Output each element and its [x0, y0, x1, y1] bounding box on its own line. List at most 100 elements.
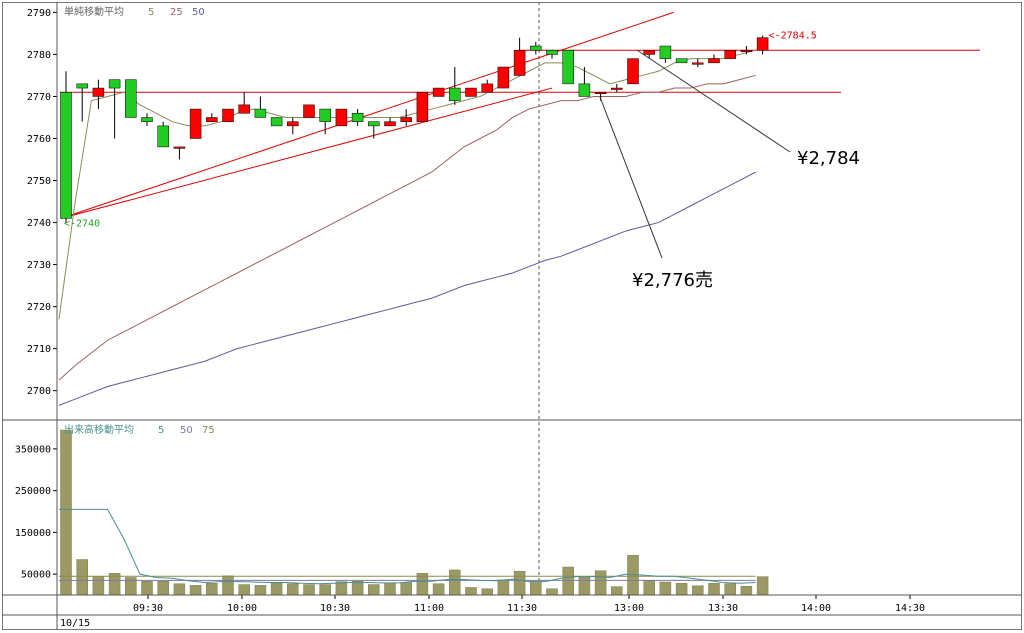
volume-bar [497, 579, 510, 596]
price-y-tick-label: 2740 [27, 218, 51, 229]
x-tick-label: 14:00 [801, 603, 831, 614]
volume-bar [60, 429, 72, 596]
volume-bar [238, 584, 250, 596]
candle-body [562, 49, 574, 85]
candle-body [497, 66, 510, 89]
candle-body [287, 121, 299, 127]
candle-body [611, 87, 623, 90]
candle-body [465, 87, 477, 97]
volume-bar [303, 584, 315, 596]
x-tick-label: 13:00 [614, 603, 644, 614]
volume-bar [206, 583, 218, 596]
low-price-label: <-2740 [64, 219, 100, 230]
volume-bar [740, 585, 753, 596]
volume-bar [222, 575, 234, 596]
candle-body [319, 108, 331, 122]
volume-bar [270, 582, 283, 596]
ma5-line [58, 49, 756, 320]
price-legend-periods: 5 25 50 [148, 7, 205, 18]
price-y-tick-label: 2700 [27, 386, 51, 397]
legend-period: 50 [192, 7, 205, 18]
volume-bar [92, 575, 105, 596]
price-y-tick-label: 2710 [27, 344, 51, 355]
candle-body [92, 87, 105, 97]
volume-bar [562, 566, 574, 596]
volume-bar [546, 588, 558, 596]
candle-body [125, 79, 137, 118]
candle-body [513, 49, 526, 76]
volume-bar [76, 559, 88, 596]
price-y-tick-label: 2770 [27, 92, 51, 103]
trendline [60, 11, 674, 219]
annotation-label: ¥2,776売 [632, 270, 713, 291]
candle-body [384, 121, 396, 127]
volume-y-tick-label: 50000 [21, 570, 51, 581]
x-tick-label: 10:00 [227, 603, 257, 614]
volume-y-tick-label: 150000 [15, 528, 51, 539]
volume-bar [659, 581, 672, 596]
ma50-line [58, 171, 756, 406]
legend-period: 5 [158, 425, 164, 436]
volume-legend-periods: 5 50 75 [158, 425, 215, 436]
x-tick-label: 11:30 [507, 603, 537, 614]
vma5-line [59, 508, 756, 585]
candle-body [724, 49, 736, 59]
volume-bar [254, 585, 267, 596]
volume-bar [400, 582, 412, 596]
volume-bar [481, 588, 493, 596]
candle-body [238, 104, 250, 114]
price-y-tick-label: 2780 [27, 50, 51, 61]
annotation-pointer [599, 96, 663, 259]
x-tick-label: 09:30 [133, 603, 163, 614]
price-y-tick-label: 2790 [27, 8, 51, 19]
candle-body [206, 117, 218, 122]
volume-bar [708, 583, 720, 596]
candle-body [416, 92, 429, 122]
volume-legend-title: 出来高移動平均 [64, 423, 134, 436]
candle-body [189, 108, 202, 139]
candle-body [692, 62, 704, 65]
candle-body [222, 108, 234, 122]
candle-body [141, 117, 153, 122]
candle-body [578, 83, 591, 97]
legend-period: 50 [180, 425, 193, 436]
volume-bar [756, 576, 769, 596]
volume-bar [594, 570, 607, 596]
candle-body [708, 58, 720, 64]
candle-body [108, 79, 121, 89]
candle-body [303, 104, 315, 118]
high-price-label: <-2784.5 [769, 31, 817, 42]
price-y-tick-label: 2760 [27, 134, 51, 145]
volume-bar [692, 585, 704, 596]
annotation-label: ¥2,784 [797, 148, 860, 169]
candle-body [449, 87, 461, 101]
volume-bar [465, 587, 477, 596]
candle-body [643, 49, 655, 55]
volume-bar [173, 583, 186, 596]
x-tick-label: 13:30 [708, 603, 738, 614]
candle-body [627, 58, 639, 85]
volume-bar [287, 583, 299, 596]
candle-body [756, 37, 769, 51]
x-tick-label: 14:30 [895, 603, 925, 614]
volume-bar [368, 584, 380, 596]
x-tick-label: 11:00 [414, 603, 444, 614]
volume-bar [141, 580, 153, 596]
candle-body [173, 146, 186, 149]
volume-bar [611, 586, 623, 596]
volume-bar [319, 584, 331, 596]
legend-period: 25 [170, 7, 183, 18]
candle-body [659, 45, 672, 59]
candle-body [530, 45, 542, 51]
volume-bar [351, 580, 364, 596]
candle-body [481, 83, 493, 93]
volume-y-tick-label: 250000 [15, 486, 51, 497]
volume-bar [432, 583, 445, 596]
volume-bar [157, 580, 169, 596]
trendline [60, 87, 553, 219]
candle-body [740, 49, 753, 52]
volume-bar [724, 583, 736, 596]
